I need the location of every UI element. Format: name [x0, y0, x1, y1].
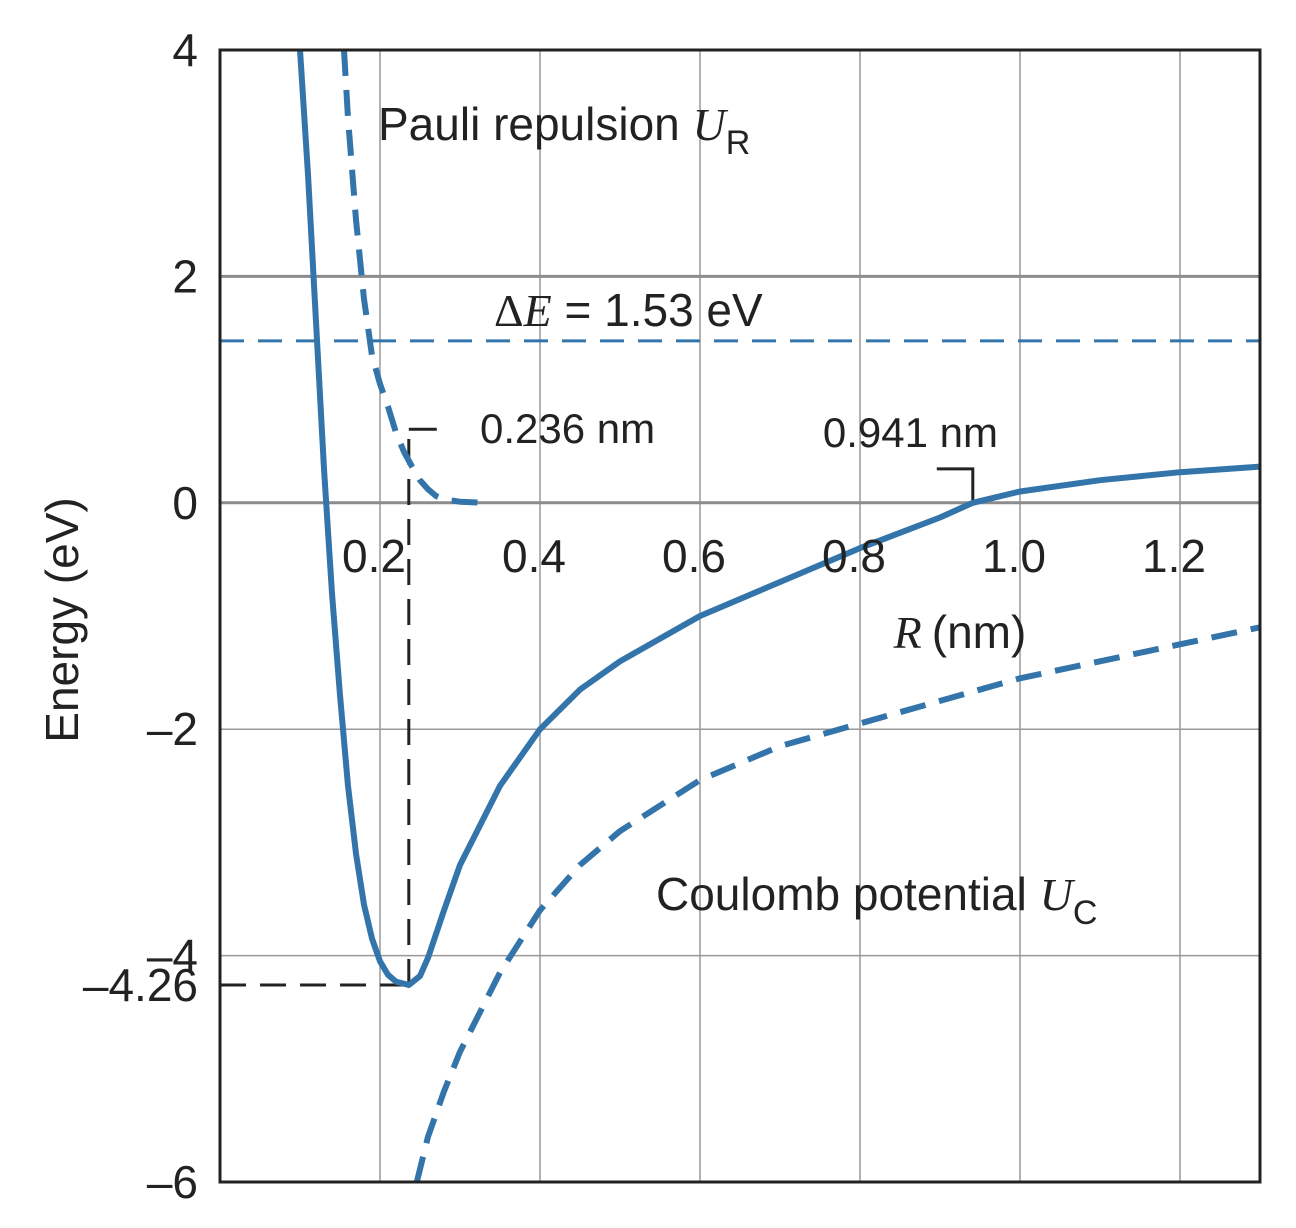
plot-frame — [218, 48, 1262, 1184]
tick-labels: 0.2 0.4 0.6 0.8 1.0 1.2 4 2 0 –2 –4–4.26 –6 — [83, 24, 1206, 1208]
y-tick-label: 4 — [172, 24, 198, 76]
pauli-label-text: Pauli repulsion — [378, 98, 693, 150]
delta-e-label: ΔE = 1.53 eV — [494, 284, 763, 336]
y-axis-label: Energy (eV) — [36, 497, 88, 742]
delta-symbol: Δ — [494, 285, 524, 336]
curves — [297, 49, 1261, 1183]
x-tick-label: 0.8 — [822, 530, 886, 582]
x-tick-label: 1.2 — [1142, 530, 1206, 582]
y-tick-label: –6 — [147, 1156, 198, 1208]
series-line-2 — [413, 624, 1261, 1183]
delta-value: = 1.53 eV — [552, 284, 763, 336]
coulomb-label-text: Coulomb potential — [656, 868, 1040, 920]
coulomb-label-sub: C — [1073, 894, 1098, 932]
y-tick-label: –4 — [147, 930, 198, 982]
pauli-label-var: U — [693, 99, 729, 150]
delta-var: E — [523, 285, 552, 336]
x-tick-label: 1.0 — [982, 530, 1046, 582]
series-line-1 — [341, 49, 485, 506]
x-axis-label: R (nm) — [893, 606, 1027, 658]
coulomb-label: Coulomb potential UC — [656, 868, 1097, 932]
y-tick-label: –4.26 — [83, 959, 198, 1011]
x-axis-unit: (nm) — [932, 606, 1027, 658]
rcross-label: 0.941 nm — [823, 409, 998, 456]
y-tick-label: –2 — [147, 703, 198, 755]
x-axis-var: R — [893, 607, 922, 658]
series-line-3 — [297, 49, 1261, 988]
y-tick-label: 2 — [172, 250, 198, 302]
pauli-label: Pauli repulsion UR — [378, 98, 750, 162]
x-tick-label: 0.2 — [342, 530, 406, 582]
rcross-bracket — [936, 467, 975, 503]
y-tick-label: 0 — [172, 477, 198, 529]
x-tick-label: 0.4 — [502, 530, 566, 582]
r0-label: 0.236 nm — [480, 405, 655, 452]
x-tick-label: 0.6 — [662, 530, 726, 582]
grid-lines — [220, 49, 1260, 1182]
reference-lines — [220, 339, 1260, 987]
coulomb-label-var: U — [1040, 869, 1076, 920]
pauli-label-sub: R — [726, 124, 751, 162]
